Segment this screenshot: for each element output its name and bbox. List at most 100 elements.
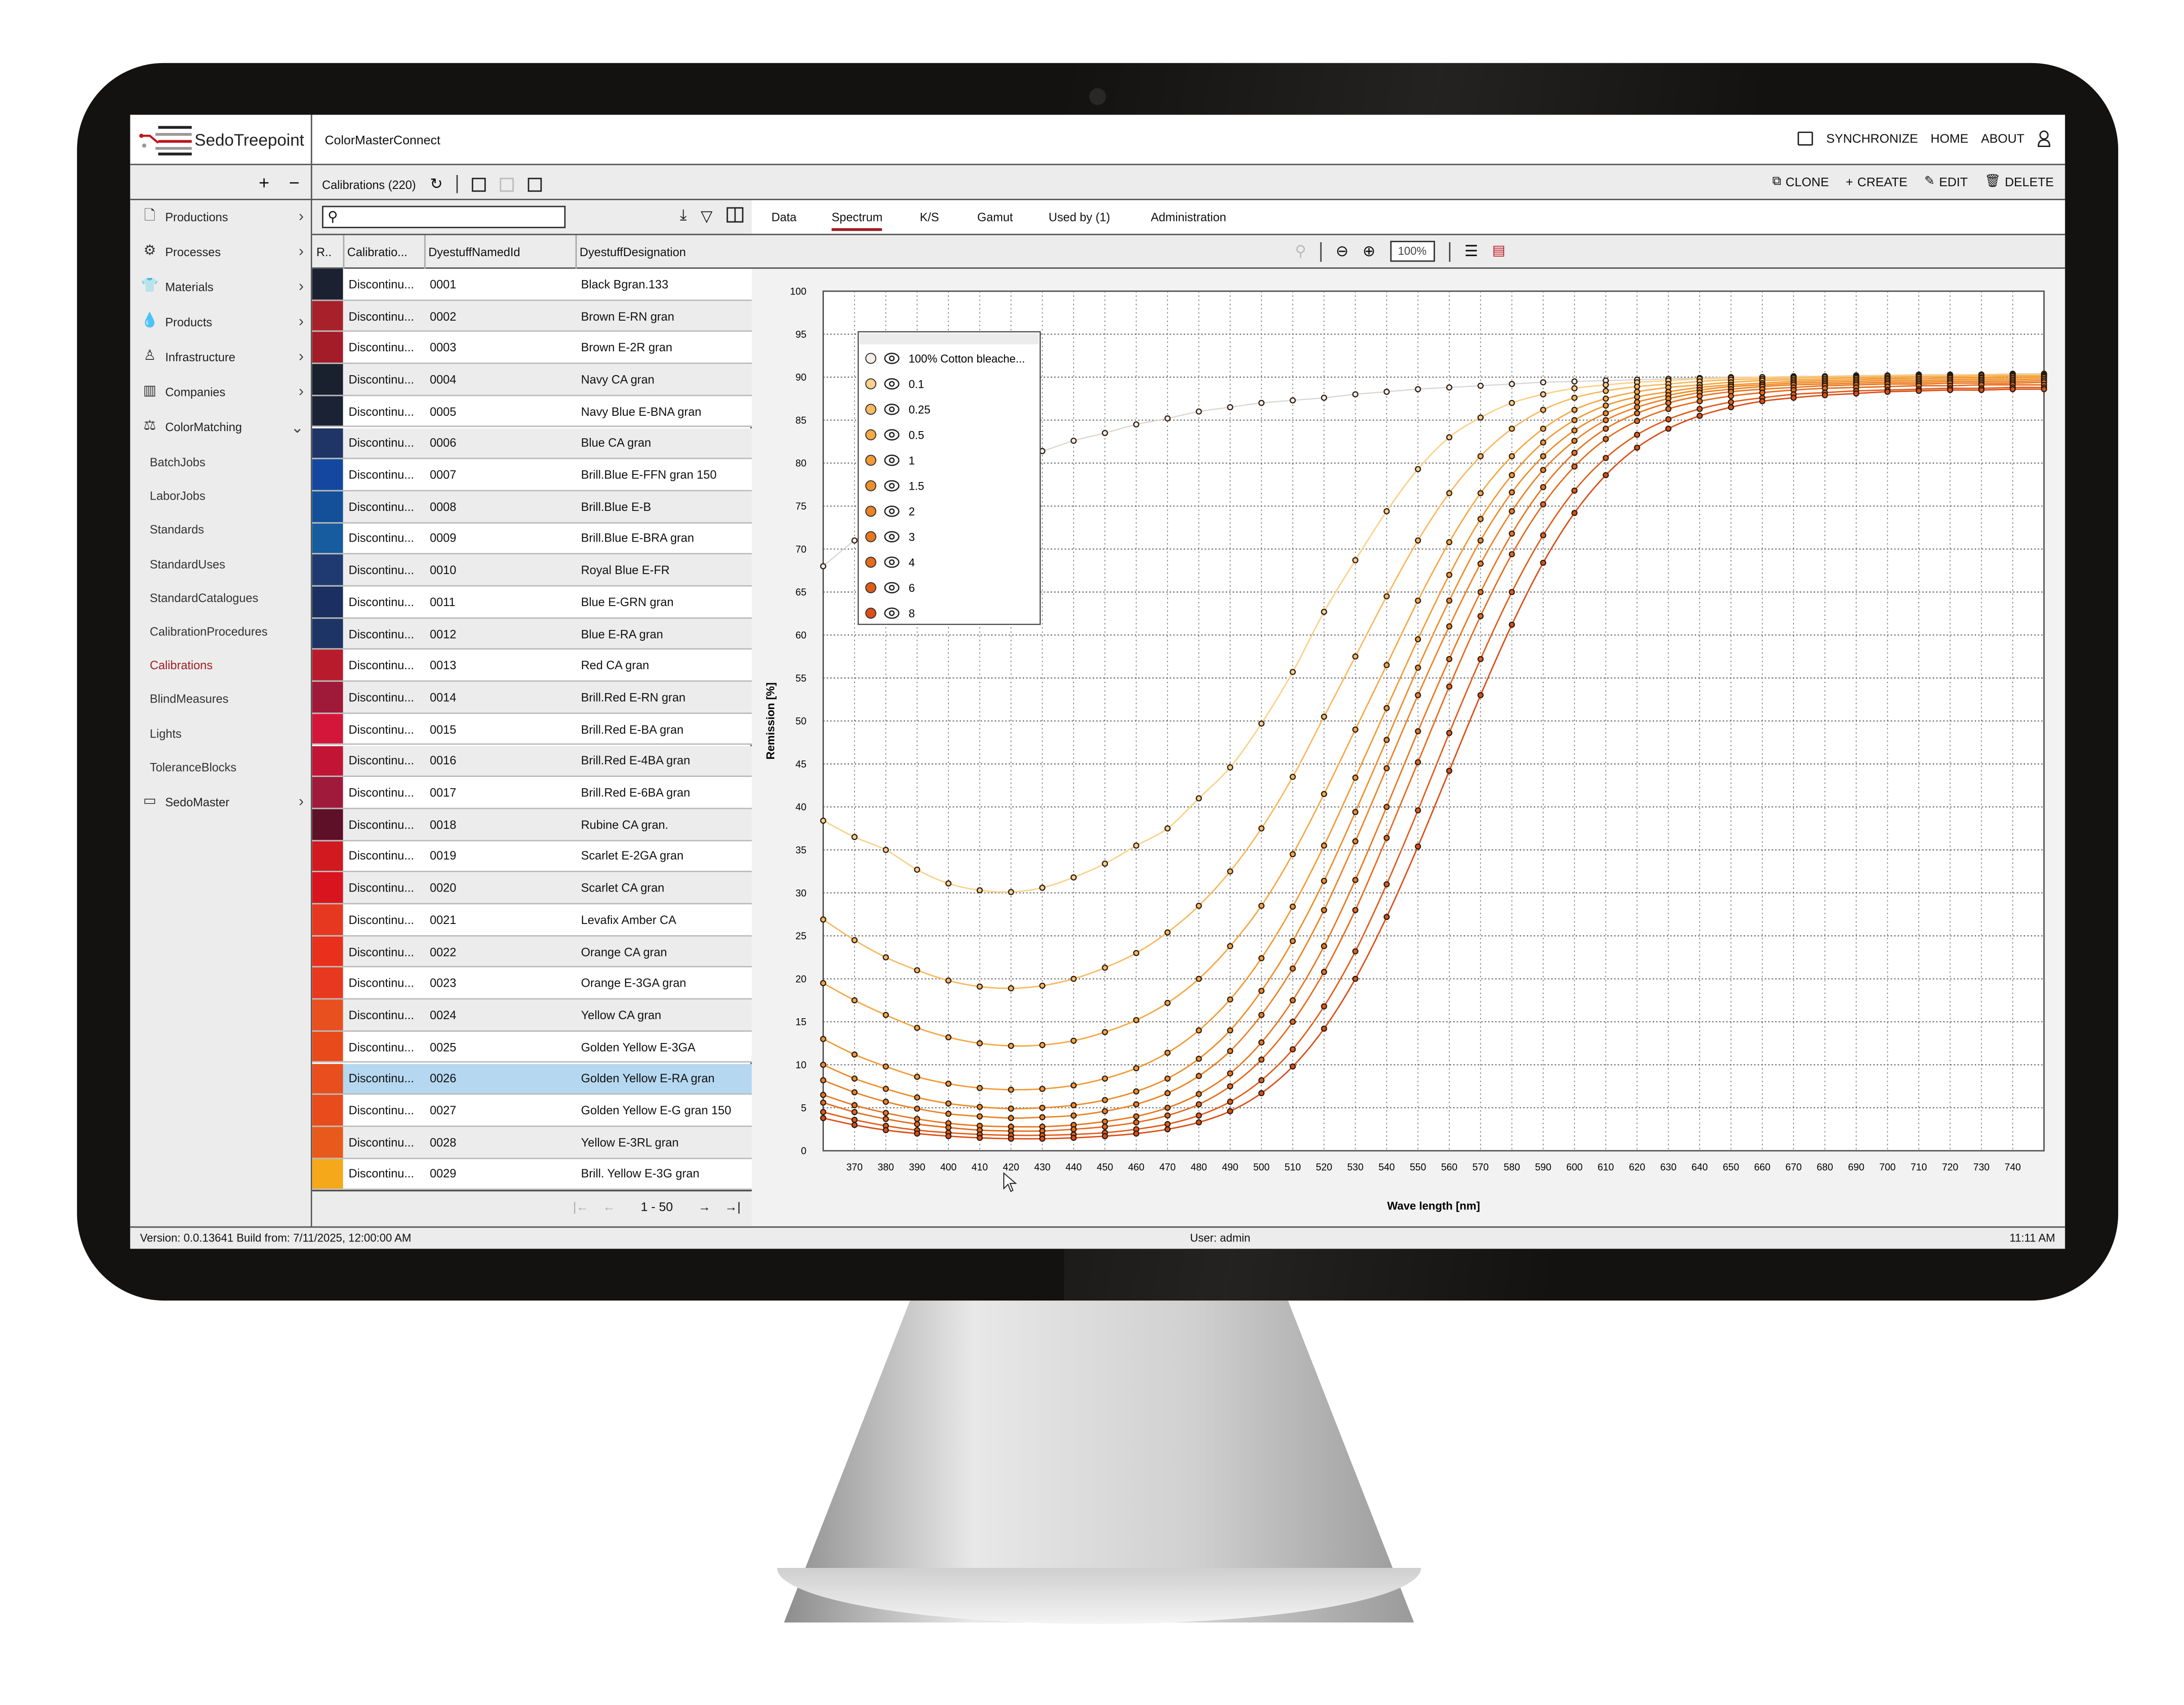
edit-button[interactable]: ✎ EDIT xyxy=(1924,173,1968,188)
eye-icon[interactable] xyxy=(884,531,900,542)
refresh-icon[interactable]: ↻ xyxy=(430,176,443,193)
column-header[interactable]: DyestuffNamedId xyxy=(428,245,520,259)
legend-item[interactable]: 1.5 xyxy=(865,480,924,493)
sidebar-subitem-standardcatalogues[interactable]: StandardCatalogues xyxy=(150,590,258,605)
window-icon[interactable] xyxy=(1798,131,1814,146)
table-row[interactable]: Discontinu... 0004 Navy CA gran xyxy=(312,364,752,396)
table-row[interactable]: Discontinu... 0001 Black Bgran.133 xyxy=(312,269,752,301)
sidebar-item-products[interactable]: 💧 Products › xyxy=(130,305,313,339)
legend-item[interactable]: 3 xyxy=(865,531,915,544)
prev-page-icon[interactable]: ← xyxy=(602,1199,616,1214)
table-row[interactable]: Discontinu... 0018 Rubine CA gran. xyxy=(312,809,752,841)
tab-spectrum[interactable]: Spectrum xyxy=(832,200,883,231)
filter-icon[interactable]: ▽ xyxy=(700,208,713,225)
column-divider[interactable] xyxy=(424,235,426,269)
user-icon[interactable] xyxy=(2037,130,2051,147)
legend-item[interactable]: 4 xyxy=(865,556,915,569)
table-row[interactable]: Discontinu... 0029 Brill. Yellow E-3G gran xyxy=(312,1158,752,1190)
collapse-all-icon[interactable]: − xyxy=(289,172,300,193)
eye-icon[interactable] xyxy=(884,506,900,517)
zoom-reset-icon[interactable]: ⚲ xyxy=(1295,244,1306,261)
first-page-icon[interactable]: |← xyxy=(573,1199,589,1214)
sidebar-subitem-lights[interactable]: Lights xyxy=(150,726,182,740)
layout-list-icon[interactable] xyxy=(472,177,487,191)
eye-icon[interactable] xyxy=(884,429,900,441)
tab-k-s[interactable]: K/S xyxy=(920,210,939,224)
table-row[interactable]: Discontinu... 0024 Yellow CA gran xyxy=(312,999,752,1032)
settings-sliders-icon[interactable]: ☰ xyxy=(1464,244,1478,261)
table-row[interactable]: Discontinu... 0026 Golden Yellow E-RA gran xyxy=(312,1063,752,1095)
eye-icon[interactable] xyxy=(884,378,900,390)
eye-icon[interactable] xyxy=(884,607,900,619)
table-row[interactable]: Discontinu... 0007 Brill.Blue E-FFN gran 1… xyxy=(312,459,752,492)
legend-item[interactable]: 6 xyxy=(865,582,915,595)
columns-icon[interactable] xyxy=(726,207,744,223)
table-row[interactable]: Discontinu... 0021 Levafix Amber CA xyxy=(312,904,752,936)
table-row[interactable]: Discontinu... 0020 Scarlet CA gran xyxy=(312,873,752,905)
tab-gamut[interactable]: Gamut xyxy=(977,210,1013,224)
legend-item[interactable]: 100% Cotton bleache... xyxy=(865,353,1025,365)
eye-icon[interactable] xyxy=(884,480,900,492)
zoom-in-icon[interactable]: ⊕ xyxy=(1362,244,1376,261)
eye-icon[interactable] xyxy=(884,404,900,415)
table-row[interactable]: Discontinu... 0011 Blue E-GRN gran xyxy=(312,586,752,619)
sidebar-subitem-calibrationprocedures[interactable]: CalibrationProcedures xyxy=(150,624,268,639)
column-divider[interactable] xyxy=(575,235,577,269)
legend-item[interactable]: 0.1 xyxy=(865,378,924,391)
table-row[interactable]: Discontinu... 0006 Blue CA gran xyxy=(312,427,752,460)
table-row[interactable]: Discontinu... 0015 Brill.Red E-BA gran xyxy=(312,713,752,746)
table-row[interactable]: Discontinu... 0019 Scarlet E-2GA gran xyxy=(312,841,752,873)
last-page-icon[interactable]: →| xyxy=(725,1199,741,1214)
legend-item[interactable]: 1 xyxy=(865,455,915,467)
eye-icon[interactable] xyxy=(884,556,900,568)
tab-used-by[interactable]: Used by (1) xyxy=(1048,210,1110,224)
legend-toggle-icon[interactable]: ▤ xyxy=(1492,244,1506,259)
table-row[interactable]: Discontinu... 0009 Brill.Blue E-BRA gran xyxy=(312,523,752,555)
sidebar-item-productions[interactable]: 🗋 Productions › xyxy=(130,200,313,234)
table-row[interactable]: Discontinu... 0025 Golden Yellow E-3GA xyxy=(312,1031,752,1063)
sidebar-subitem-standards[interactable]: Standards xyxy=(150,523,204,537)
clone-button[interactable]: ⧉ CLONE xyxy=(1772,173,1829,188)
table-row[interactable]: Discontinu... 0014 Brill.Red E-RN gran xyxy=(312,682,752,714)
table-row[interactable]: Discontinu... 0027 Golden Yellow E-G gran … xyxy=(312,1095,752,1127)
eye-icon[interactable] xyxy=(884,582,900,593)
next-page-icon[interactable]: → xyxy=(698,1199,711,1214)
table-row[interactable]: Discontinu... 0017 Brill.Red E-6BA gran xyxy=(312,777,752,809)
sidebar-item-infrastructure[interactable]: ♙ Infrastructure › xyxy=(130,340,313,374)
series-8[interactable] xyxy=(820,386,2047,1142)
legend-item[interactable]: 2 xyxy=(865,506,915,518)
legend-item[interactable]: 0.25 xyxy=(865,404,930,416)
home-button[interactable]: HOME xyxy=(1931,131,1968,146)
table-row[interactable]: Discontinu... 0002 Brown E-RN gran xyxy=(312,300,752,332)
sidebar-item-sedomaster[interactable]: ▭ SedoMaster › xyxy=(130,786,313,819)
sidebar-item-materials[interactable]: 👕 Materials › xyxy=(130,270,313,304)
table-row[interactable]: Discontinu... 0023 Orange E-3GA gran xyxy=(312,968,752,1000)
expand-all-icon[interactable]: + xyxy=(258,172,270,193)
sidebar-subitem-standarduses[interactable]: StandardUses xyxy=(150,556,225,571)
column-divider[interactable] xyxy=(343,235,345,269)
download-icon[interactable]: ⤓ xyxy=(680,207,687,224)
column-header[interactable]: R.. xyxy=(316,245,332,259)
sidebar-subitem-blindmeasures[interactable]: BlindMeasures xyxy=(150,692,229,706)
table-row[interactable]: Discontinu... 0003 Brown E-2R gran xyxy=(312,332,752,364)
zoom-level-field[interactable]: 100% xyxy=(1389,240,1435,262)
sidebar-subitem-toleranceblocks[interactable]: ToleranceBlocks xyxy=(150,760,237,774)
sidebar-item-colormatching[interactable]: ⚖ ColorMatching ⌄ xyxy=(130,410,313,444)
logo[interactable]: SedoTreepoint xyxy=(130,115,313,165)
column-header[interactable]: Calibratio... xyxy=(347,245,408,259)
layout-detail-icon[interactable] xyxy=(528,177,543,191)
about-button[interactable]: ABOUT xyxy=(1981,131,2025,146)
synchronize-button[interactable]: SYNCHRONIZE xyxy=(1826,131,1918,146)
tab-administration[interactable]: Administration xyxy=(1150,210,1227,224)
table-row[interactable]: Discontinu... 0010 Royal Blue E-FR xyxy=(312,555,752,587)
table-row[interactable]: Discontinu... 0022 Orange CA gran xyxy=(312,936,752,968)
table-row[interactable]: Discontinu... 0028 Yellow E-3RL gran xyxy=(312,1126,752,1159)
sidebar-item-companies[interactable]: ▥ Companies › xyxy=(130,375,313,409)
table-row[interactable]: Discontinu... 0013 Red CA gran xyxy=(312,650,752,682)
sidebar-subitem-laborjobs[interactable]: LaborJobs xyxy=(150,489,206,503)
eye-icon[interactable] xyxy=(884,455,900,466)
search-input[interactable]: ⚲ xyxy=(322,206,566,229)
create-button[interactable]: + CREATE xyxy=(1845,174,1908,188)
legend-item[interactable]: 0.5 xyxy=(865,429,924,442)
layout-split-icon[interactable] xyxy=(500,177,515,191)
